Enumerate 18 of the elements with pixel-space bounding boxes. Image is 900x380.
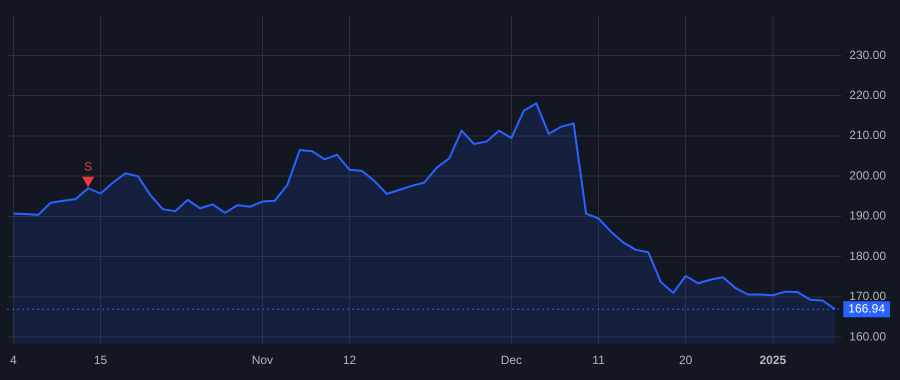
y-tick-label: 220.00	[849, 88, 886, 102]
x-tick-label: 11	[592, 353, 606, 368]
y-tick-label: 190.00	[849, 208, 886, 223]
x-tick-label: 4	[10, 353, 18, 368]
y-tick-label: 210.00	[849, 128, 886, 142]
y-tick-label: 230.00	[849, 48, 886, 62]
y-tick-label: 170.00	[849, 289, 886, 304]
y-tick-label: 160.00	[849, 329, 886, 344]
series-label: S	[84, 160, 92, 174]
ref-line-label: 166.94	[848, 302, 886, 316]
x-tick-label: 12	[342, 353, 357, 368]
x-tick-label: Dec	[500, 353, 522, 368]
x-tick-label: 15	[94, 353, 108, 368]
x-tick-label: 20	[678, 353, 693, 368]
y-tick-label: 200.00	[849, 168, 886, 182]
x-tick-label: 2025	[759, 353, 786, 368]
y-tick-label: 180.00	[849, 248, 886, 263]
x-tick-label: Nov	[252, 353, 274, 368]
